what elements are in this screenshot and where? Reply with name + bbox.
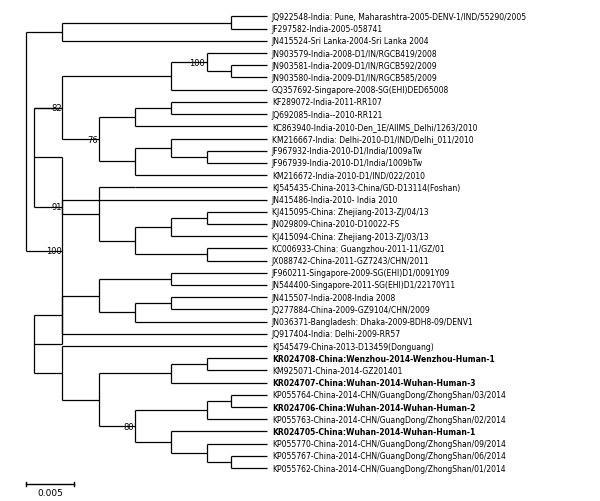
Text: KM216672-India-2010-D1/IND/022/2010: KM216672-India-2010-D1/IND/022/2010 bbox=[272, 171, 425, 180]
Text: KR024706-China:Wuhan-2014-Wuhan-Human-2: KR024706-China:Wuhan-2014-Wuhan-Human-2 bbox=[272, 403, 475, 412]
Text: KM216667-India: Delhi-2010-D1/IND/Delhi_011/2010: KM216667-India: Delhi-2010-D1/IND/Delhi_… bbox=[272, 135, 473, 144]
Text: KP055764-China-2014-CHN/GuangDong/ZhongShan/03/2014: KP055764-China-2014-CHN/GuangDong/ZhongS… bbox=[272, 391, 506, 400]
Text: 91: 91 bbox=[52, 203, 62, 212]
Text: 80: 80 bbox=[124, 422, 134, 431]
Text: JQ917404-India: Delhi-2009-RR57: JQ917404-India: Delhi-2009-RR57 bbox=[272, 330, 401, 339]
Text: JQ692085-India--2010-RR121: JQ692085-India--2010-RR121 bbox=[272, 110, 383, 119]
Text: JN544400-Singapore-2011-SG(EHI)D1/22170Y11: JN544400-Singapore-2011-SG(EHI)D1/22170Y… bbox=[272, 281, 456, 290]
Text: JF960211-Singapore-2009-SG(EHI)D1/0091Y09: JF960211-Singapore-2009-SG(EHI)D1/0091Y0… bbox=[272, 269, 450, 278]
Text: JF297582-India-2005-058741: JF297582-India-2005-058741 bbox=[272, 25, 383, 34]
Text: 100: 100 bbox=[46, 246, 62, 256]
Text: JN903580-India-2009-D1/IN/RGCB585/2009: JN903580-India-2009-D1/IN/RGCB585/2009 bbox=[272, 74, 437, 83]
Text: KJ545479-China-2013-D13459(Donguang): KJ545479-China-2013-D13459(Donguang) bbox=[272, 342, 434, 351]
Text: KP055763-China-2014-CHN/GuangDong/ZhongShan/02/2014: KP055763-China-2014-CHN/GuangDong/ZhongS… bbox=[272, 415, 506, 424]
Text: JN029809-China-2010-D10022-FS: JN029809-China-2010-D10022-FS bbox=[272, 220, 400, 229]
Text: KP055770-China-2014-CHN/GuangDong/ZhongShan/09/2014: KP055770-China-2014-CHN/GuangDong/ZhongS… bbox=[272, 439, 506, 448]
Text: JN415486-India-2010- India 2010: JN415486-India-2010- India 2010 bbox=[272, 196, 398, 204]
Text: 100: 100 bbox=[189, 59, 205, 68]
Text: KJ415095-China: Zhejiang-2013-ZJ/04/13: KJ415095-China: Zhejiang-2013-ZJ/04/13 bbox=[272, 208, 428, 217]
Text: JN903581-India-2009-D1/IN/RGCB592/2009: JN903581-India-2009-D1/IN/RGCB592/2009 bbox=[272, 62, 437, 71]
Text: KR024707-China:Wuhan-2014-Wuhan-Human-3: KR024707-China:Wuhan-2014-Wuhan-Human-3 bbox=[272, 378, 475, 387]
Text: JF967939-India-2010-D1/India/1009bTw: JF967939-India-2010-D1/India/1009bTw bbox=[272, 159, 423, 168]
Text: KP055767-China-2014-CHN/GuangDong/ZhongShan/06/2014: KP055767-China-2014-CHN/GuangDong/ZhongS… bbox=[272, 451, 506, 460]
Text: JN903579-India-2008-D1/IN/RGCB419/2008: JN903579-India-2008-D1/IN/RGCB419/2008 bbox=[272, 50, 437, 59]
Text: KJ545435-China-2013-China/GD-D13114(Foshan): KJ545435-China-2013-China/GD-D13114(Fosh… bbox=[272, 183, 460, 192]
Text: KR024705-China:Wuhan-2014-Wuhan-Human-1: KR024705-China:Wuhan-2014-Wuhan-Human-1 bbox=[272, 427, 475, 436]
Text: JQ277884-China-2009-GZ9104/CHN/2009: JQ277884-China-2009-GZ9104/CHN/2009 bbox=[272, 305, 431, 314]
Text: JQ922548-India: Pune, Maharashtra-2005-DENV-1/IND/55290/2005: JQ922548-India: Pune, Maharashtra-2005-D… bbox=[272, 13, 527, 22]
Text: KC006933-China: Guangzhou-2011-11/GZ/01: KC006933-China: Guangzhou-2011-11/GZ/01 bbox=[272, 244, 445, 254]
Text: GQ357692-Singapore-2008-SG(EHI)DED65008: GQ357692-Singapore-2008-SG(EHI)DED65008 bbox=[272, 86, 449, 95]
Text: 82: 82 bbox=[52, 104, 62, 113]
Text: KR024708-China:Wenzhou-2014-Wenzhou-Human-1: KR024708-China:Wenzhou-2014-Wenzhou-Huma… bbox=[272, 354, 494, 363]
Text: KM925071-China-2014-GZ201401: KM925071-China-2014-GZ201401 bbox=[272, 366, 402, 375]
Text: JX088742-China-2011-GZ7243/CHN/2011: JX088742-China-2011-GZ7243/CHN/2011 bbox=[272, 257, 430, 266]
Text: 76: 76 bbox=[88, 135, 98, 144]
Text: JN415507-India-2008-India 2008: JN415507-India-2008-India 2008 bbox=[272, 293, 396, 302]
Text: JN415524-Sri Lanka-2004-Sri Lanka 2004: JN415524-Sri Lanka-2004-Sri Lanka 2004 bbox=[272, 37, 430, 46]
Text: JN036371-Bangladesh: Dhaka-2009-BDH8-09/DENV1: JN036371-Bangladesh: Dhaka-2009-BDH8-09/… bbox=[272, 318, 473, 327]
Text: 0.005: 0.005 bbox=[37, 487, 64, 496]
Text: JF967932-India-2010-D1/India/1009aTw: JF967932-India-2010-D1/India/1009aTw bbox=[272, 147, 423, 156]
Text: KJ415094-China: Zhejiang-2013-ZJ/03/13: KJ415094-China: Zhejiang-2013-ZJ/03/13 bbox=[272, 232, 428, 241]
Text: KC863940-India-2010-Den_1E/AIIMS_Delhi/1263/2010: KC863940-India-2010-Den_1E/AIIMS_Delhi/1… bbox=[272, 123, 478, 132]
Text: KP055762-China-2014-CHN/GuangDong/ZhongShan/01/2014: KP055762-China-2014-CHN/GuangDong/ZhongS… bbox=[272, 464, 506, 472]
Text: KF289072-India-2011-RR107: KF289072-India-2011-RR107 bbox=[272, 98, 382, 107]
